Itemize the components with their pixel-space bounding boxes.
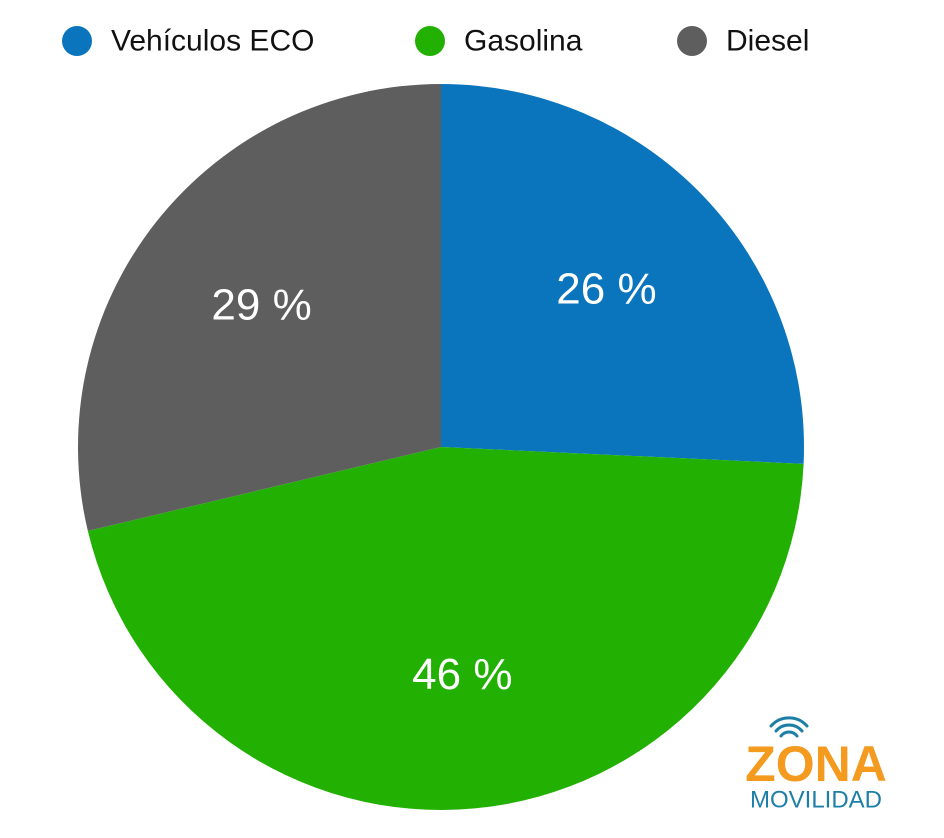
legend-label: Diesel (726, 25, 809, 58)
pie: 26 % 46 % 29 % (78, 84, 805, 810)
legend-marker (677, 26, 707, 56)
logo-icon (769, 716, 809, 738)
pie-slice (441, 84, 805, 464)
logo-subtitle: MOVILIDAD (750, 787, 882, 814)
pie-slice (87, 447, 804, 810)
legend-label: Vehículos ECO (111, 25, 314, 58)
logo-title: ZONA (745, 736, 887, 792)
legend-label: Gasolina (464, 25, 583, 58)
legend-marker (415, 26, 445, 56)
data-label: 46 % (412, 650, 512, 699)
data-label: 29 % (211, 281, 311, 330)
data-label: 26 % (556, 265, 656, 314)
legend-marker (62, 26, 92, 56)
pie-slice (78, 84, 441, 531)
